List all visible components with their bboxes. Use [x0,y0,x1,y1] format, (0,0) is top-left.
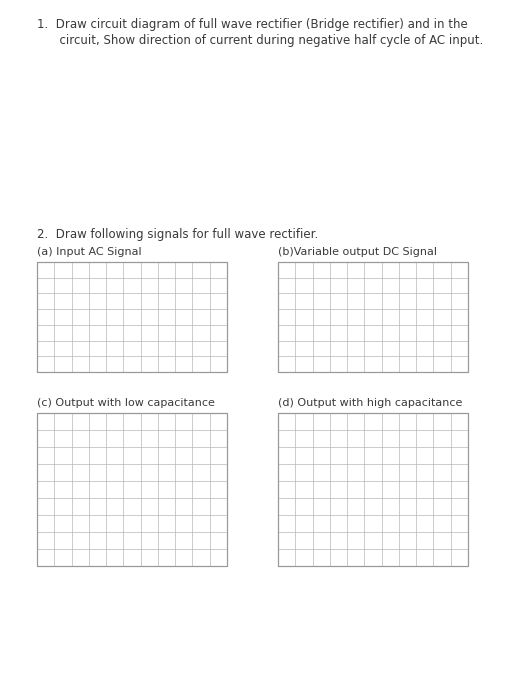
Bar [278,262,468,372]
Text: 2.  Draw following signals for full wave rectifier.: 2. Draw following signals for full wave … [37,228,318,241]
Bar [37,262,227,372]
Text: (b)Variable output DC Signal: (b)Variable output DC Signal [278,247,437,257]
Bar [278,413,468,566]
Text: circuit, Show direction of current during negative half cycle of AC input.: circuit, Show direction of current durin… [37,34,483,47]
Text: (c) Output with low capacitance: (c) Output with low capacitance [37,398,215,408]
Bar [37,262,227,372]
Bar [278,413,468,566]
Text: (d) Output with high capacitance: (d) Output with high capacitance [278,398,462,408]
Text: (a) Input AC Signal: (a) Input AC Signal [37,247,141,257]
Bar [278,262,468,372]
Bar [37,413,227,566]
Bar [37,413,227,566]
Text: 1.  Draw circuit diagram of full wave rectifier (Bridge rectifier) and in the: 1. Draw circuit diagram of full wave rec… [37,18,468,31]
